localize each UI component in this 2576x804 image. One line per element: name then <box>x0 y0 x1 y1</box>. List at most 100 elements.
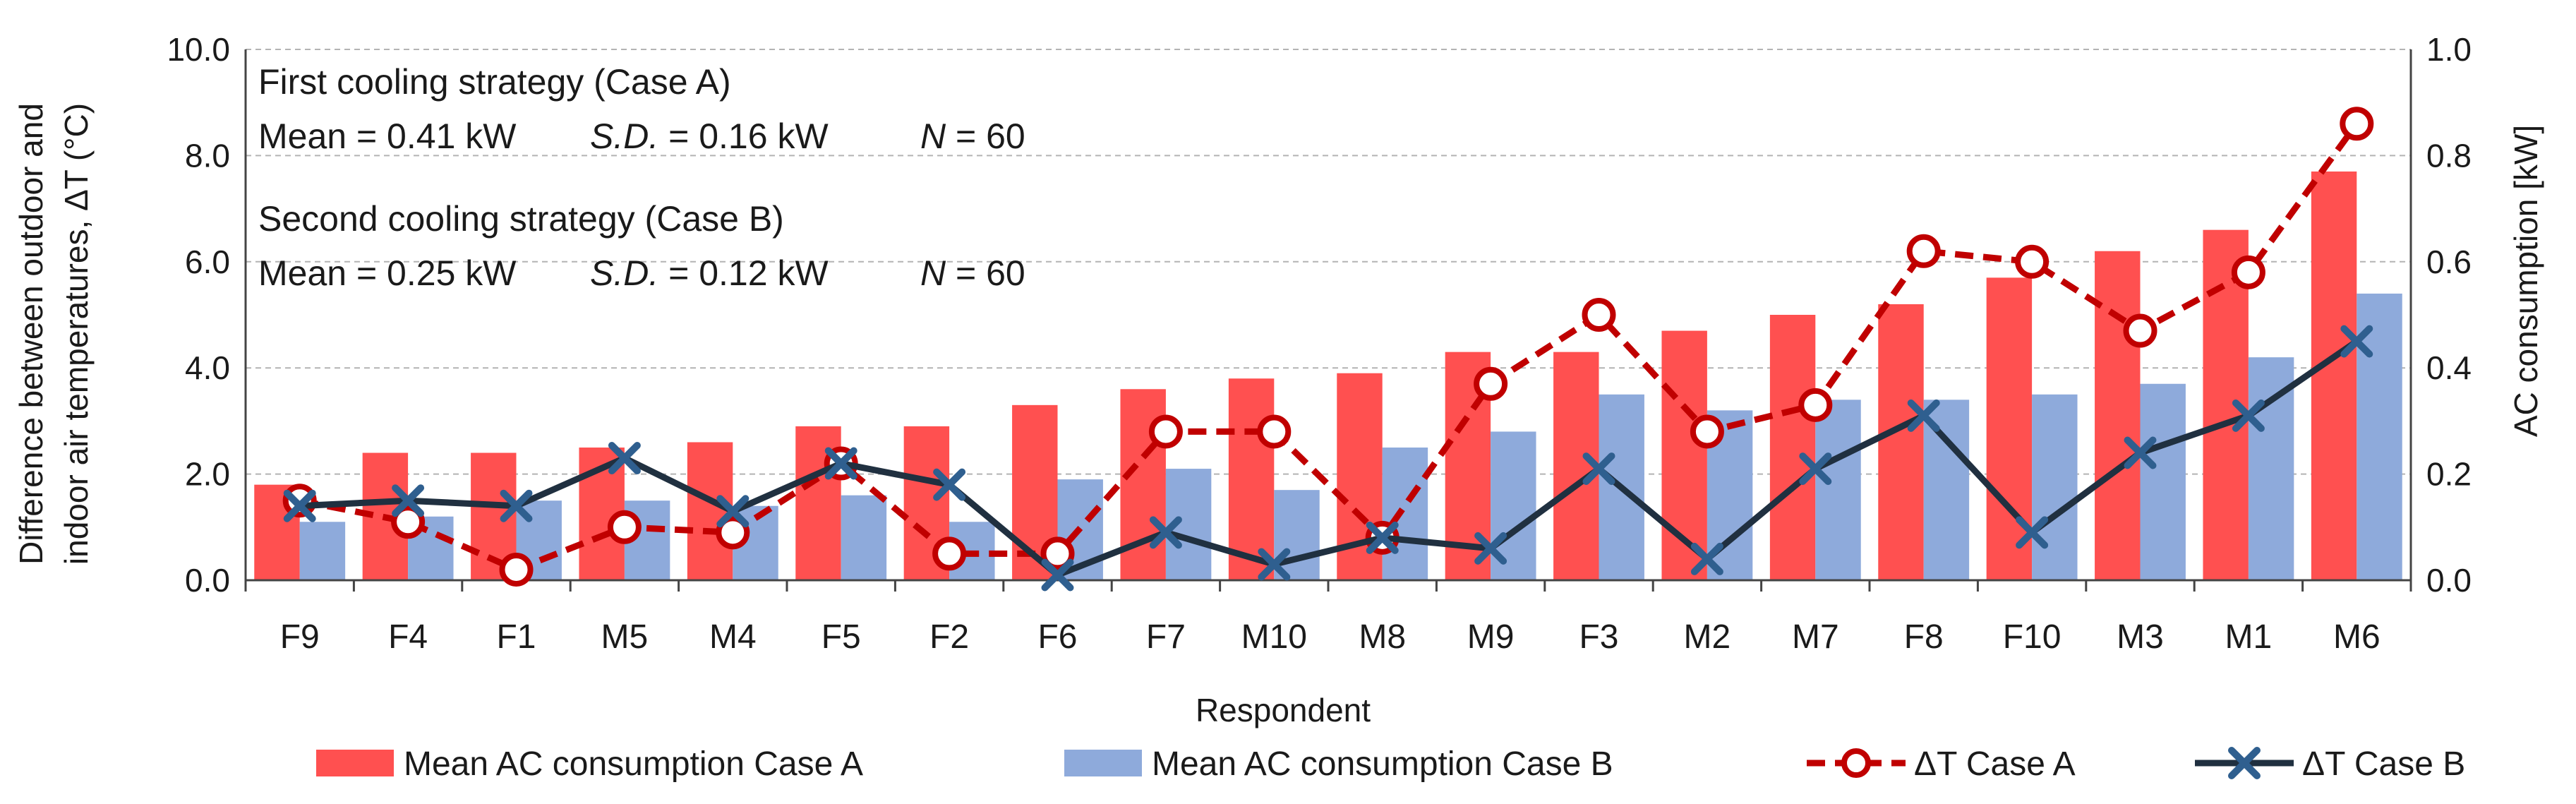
case-a-n-label: N <box>920 116 946 156</box>
y-tick-right: 0.6 <box>2426 244 2472 280</box>
y-tick-right: 0.0 <box>2426 562 2472 599</box>
case-b-mean: Mean = 0.25 kW <box>258 253 517 293</box>
marker-case-a <box>1148 414 1183 449</box>
line-case-b <box>299 338 2359 578</box>
marker-case-a <box>1798 388 1833 422</box>
case-b-title: Second cooling strategy (Case B) <box>258 199 784 239</box>
marker-case-a <box>1582 298 1616 332</box>
case-b-sd-value: = 0.12 kW <box>658 253 829 293</box>
bar-case-b <box>2032 394 2078 580</box>
x-tick-label: F6 <box>1037 618 1077 656</box>
x-tick-label: F5 <box>821 618 861 656</box>
legend-label-case-b-bar: Mean AC consumption Case B <box>1152 745 1613 783</box>
case-b-sd-label: S.D. <box>590 253 658 293</box>
x-tick-label: F9 <box>280 618 320 656</box>
y-axis-title-left-line2: indoor air temperatures, ΔT (°C) <box>58 103 95 565</box>
marker-case-b <box>1690 542 1723 575</box>
marker-case-b <box>1258 548 1291 581</box>
case-a-sd-label: S.D. <box>590 116 658 156</box>
x-tick-label: M10 <box>1241 618 1307 656</box>
marker-case-b <box>283 489 316 522</box>
case-a-sd-value: = 0.16 kW <box>658 116 829 156</box>
bar-case-b <box>1815 400 1861 580</box>
legend-label-case-a-bar: Mean AC consumption Case A <box>404 745 863 783</box>
y-tick-right: 0.2 <box>2426 456 2472 493</box>
legend-label-case-a-line: ΔT Case A <box>1914 745 2076 783</box>
case-b-n-value: = 60 <box>946 253 1025 293</box>
marker-case-a <box>1040 536 1075 571</box>
marker-case-a <box>2123 313 2157 348</box>
y-tick-left: 10.0 <box>167 31 230 68</box>
x-tick-label: F8 <box>1904 618 1944 656</box>
marker-case-b <box>1366 521 1399 554</box>
bar-case-a <box>2095 251 2141 580</box>
bar-case-b <box>1923 400 1970 580</box>
x-tick-label: M6 <box>2333 618 2381 656</box>
marker-case-a <box>1690 414 1724 449</box>
x-tick-label: M3 <box>2117 618 2164 656</box>
x-tick-label: F4 <box>388 618 428 656</box>
axes-layer <box>244 49 2412 592</box>
y-tick-left: 0.0 <box>185 562 230 599</box>
x-tick-label: M1 <box>2225 618 2273 656</box>
legend-swatch-case-a-bar <box>316 750 394 776</box>
marker-case-a <box>1474 366 1508 401</box>
marker-case-b <box>500 489 533 522</box>
x-tick-label: F1 <box>496 618 536 656</box>
marker-case-b <box>392 484 425 517</box>
x-tick-label: M9 <box>1467 618 1515 656</box>
y-tick-right: 1.0 <box>2426 31 2472 68</box>
legend-swatch-case-b-bar <box>1064 750 1142 776</box>
case-b-n: N = 60 <box>920 253 1025 293</box>
x-tick-label: M8 <box>1359 618 1406 656</box>
ticks-layer: 0.0 2.0 4.0 6.0 8.0 10.0 0.0 0.2 0.4 0.6 0.8 1.0 F9 F… <box>167 31 2471 656</box>
legend-marker-case-a <box>1841 748 1871 778</box>
x-tick-label: M7 <box>1792 618 1839 656</box>
marker-case-b <box>1041 558 1074 592</box>
marker-case-a <box>2231 255 2265 289</box>
marker-case-b <box>933 468 966 501</box>
grid-layer <box>246 49 2411 475</box>
case-a-mean: Mean = 0.41 kW <box>258 116 517 156</box>
lines-layer <box>282 107 2374 592</box>
x-tick-label: F3 <box>1579 618 1618 656</box>
legend: Mean AC consumption Case A Mean AC consu… <box>316 745 2465 783</box>
marker-case-b <box>2340 325 2373 358</box>
marker-case-b <box>2016 516 2049 549</box>
marker-case-a <box>391 505 426 539</box>
x-tick-label: F7 <box>1146 618 1186 656</box>
y-axis-title-left-line1: Difference between outdoor and <box>13 103 49 565</box>
x-tick-label: F2 <box>929 618 969 656</box>
marker-case-b <box>2124 436 2157 469</box>
marker-case-a <box>499 552 534 587</box>
bar-case-a <box>1769 315 1816 580</box>
marker-case-a <box>2340 107 2374 141</box>
y-tick-right: 0.8 <box>2426 137 2472 174</box>
case-a-sd: S.D. = 0.16 kW <box>590 116 829 156</box>
marker-case-a <box>716 515 750 550</box>
x-tick-label: M2 <box>1684 618 1731 656</box>
marker-case-b <box>716 495 750 528</box>
bar-case-a <box>2311 171 2357 580</box>
marker-case-a <box>2015 244 2050 279</box>
x-tick-label: M4 <box>709 618 757 656</box>
bar-case-a <box>1878 304 1924 580</box>
x-tick-label: F10 <box>2003 618 2062 656</box>
marker-case-b <box>608 442 641 475</box>
bar-case-b <box>841 495 887 580</box>
marker-case-a <box>1257 414 1292 449</box>
bar-case-a <box>687 442 733 580</box>
case-a-n-value: = 60 <box>946 116 1025 156</box>
bar-case-b <box>2140 383 2186 580</box>
marker-case-b <box>1149 516 1182 549</box>
bar-case-b <box>299 522 346 580</box>
line-case-a <box>299 121 2359 573</box>
marker-case-a <box>932 536 967 571</box>
y-tick-left: 4.0 <box>185 349 230 386</box>
case-b-sd: S.D. = 0.12 kW <box>590 253 829 293</box>
legend-marker-case-b <box>2228 747 2261 779</box>
case-a-title: First cooling strategy (Case A) <box>258 62 731 102</box>
bar-case-b <box>1382 448 1428 580</box>
bar-case-b <box>2248 357 2294 580</box>
